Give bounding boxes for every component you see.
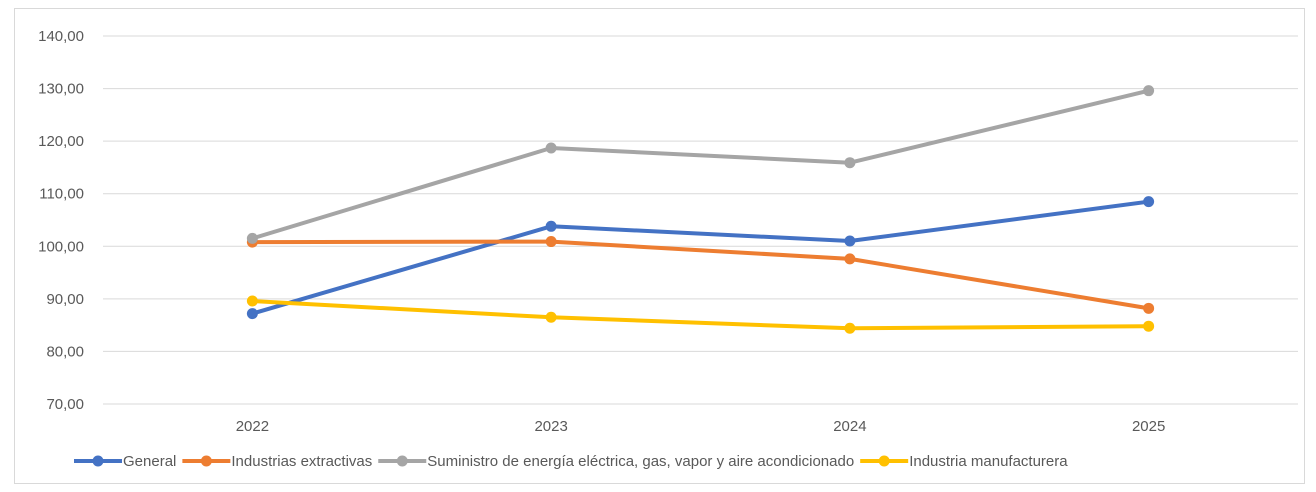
y-tick-label: 80,00 [46,343,84,360]
data-point-0-0 [246,308,258,320]
x-tick-label: 2024 [833,418,866,435]
y-tick-label: 70,00 [46,396,84,413]
legend-label: Suministro de energía eléctrica, gas, va… [427,453,854,470]
x-tick-label: 2022 [236,418,269,435]
data-point-2-0 [246,232,258,244]
legend-label: Industria manufacturera [909,453,1068,470]
y-axis-ticks: 70,00 80,00 90,00 100,00 110,00 120,00 130,00 1… [38,28,84,413]
series-line-2 [250,88,1151,241]
series-lines [250,88,1151,331]
data-point-1-3 [1143,302,1155,314]
x-tick-label: 2025 [1132,418,1165,435]
data-point-0-2 [844,235,856,247]
series-line-1 [250,239,1151,311]
y-tick-label: 130,00 [38,81,84,98]
data-point-2-2 [844,157,856,169]
legend-item-1: Industrias extractivas [182,453,372,470]
legend-swatch-marker [878,455,890,467]
y-tick-label: 120,00 [38,133,84,150]
legend-swatch-marker [200,455,212,467]
gridlines [103,35,1298,405]
data-point-0-3 [1143,196,1155,208]
y-tick-label: 100,00 [38,238,84,255]
legend-item-0: General [74,453,176,470]
y-tick-label: 110,00 [39,186,84,203]
data-point-2-3 [1143,85,1155,97]
data-point-3-3 [1143,320,1155,332]
series-points [246,85,1155,334]
data-point-1-1 [545,236,557,248]
series-line-3 [250,299,1151,331]
legend-swatch-marker [396,455,408,467]
legend-item-2: Suministro de energía eléctrica, gas, va… [378,453,854,470]
y-tick-label: 90,00 [46,291,84,308]
legend-item-3: Industria manufacturera [860,453,1068,470]
data-point-3-1 [545,311,557,323]
x-tick-label: 2023 [534,418,567,435]
data-point-0-1 [545,220,557,232]
legend-label: General [123,453,176,470]
x-axis-ticks: 2022 2023 2024 2025 [236,418,1166,435]
legend-label: Industrias extractivas [231,453,372,470]
data-point-2-1 [545,142,557,154]
data-point-1-2 [844,253,856,265]
series-line-0 [250,199,1151,316]
data-point-3-0 [246,295,258,307]
y-tick-label: 140,00 [38,28,84,45]
legend: General Industrias extractivas Suministro … [74,453,1068,470]
legend-swatch-marker [92,455,104,467]
data-point-3-2 [844,322,856,334]
